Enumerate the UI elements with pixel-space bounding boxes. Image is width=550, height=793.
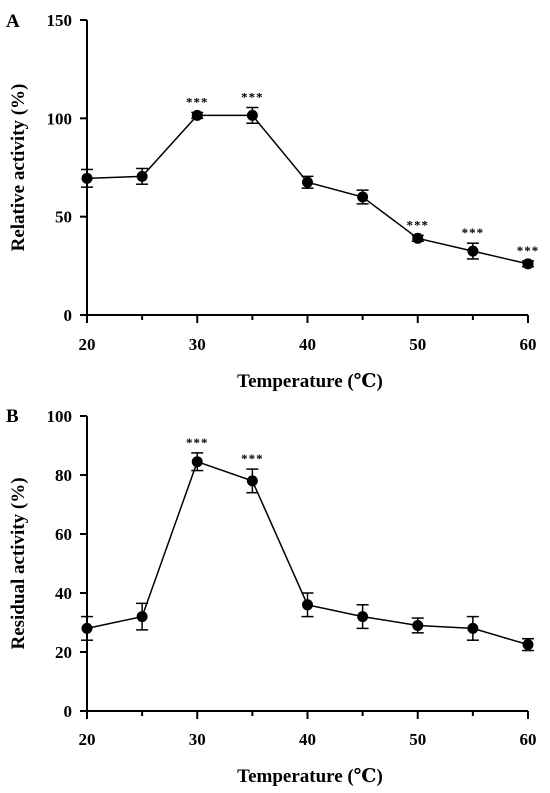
panel-label: A — [6, 11, 20, 32]
y-tick-label: 50 — [55, 208, 72, 227]
y-axis-title: Relative activity (%) — [8, 84, 29, 252]
significance-marker: *** — [241, 90, 264, 105]
y-tick-label: 150 — [47, 11, 73, 30]
y-tick-label: 100 — [47, 109, 73, 128]
data-point — [191, 109, 203, 121]
x-tick-label: 20 — [79, 335, 96, 354]
panel-label: B — [6, 406, 19, 427]
significance-marker: *** — [186, 435, 209, 450]
x-tick-label: 40 — [299, 335, 316, 354]
x-tick-label: 60 — [520, 335, 537, 354]
series-line — [86, 114, 529, 265]
x-tick-label: 50 — [409, 335, 426, 354]
significance-marker: *** — [462, 225, 485, 240]
y-axis-title: Residual activity (%) — [8, 477, 29, 649]
significance-marker: *** — [241, 451, 264, 466]
x-axis-title: Temperature (℃) — [237, 371, 383, 392]
data-point — [136, 170, 148, 182]
y-tick-label: 20 — [55, 643, 72, 662]
data-point — [302, 176, 313, 188]
data-point — [81, 172, 93, 184]
y-tick-label: 100 — [47, 407, 73, 426]
x-tick-label: 20 — [79, 730, 96, 749]
data-point — [467, 622, 479, 634]
data-point — [191, 456, 203, 468]
y-tick-label: 60 — [55, 525, 72, 544]
data-point — [467, 245, 479, 257]
x-tick-label: 40 — [299, 730, 316, 749]
x-tick-label: 30 — [189, 730, 206, 749]
y-tick-label: 40 — [55, 584, 72, 603]
y-tick-label: 0 — [64, 702, 73, 721]
data-point — [522, 639, 534, 651]
panel-a-chart: 0 50 100 150 20 30 40 50 60 Temperature (℃) Relati… — [6, 11, 540, 392]
y-tick-label: 80 — [55, 466, 72, 485]
data-point — [357, 191, 369, 203]
significance-marker: *** — [517, 243, 540, 258]
panel-b-chart: 0 20 40 60 80 100 20 30 40 50 60 Temperature (℃) Res… — [6, 406, 537, 787]
x-axis-title: Temperature (℃) — [237, 766, 383, 787]
data-point — [81, 622, 93, 634]
x-tick-label: 50 — [409, 730, 426, 749]
significance-marker: *** — [186, 94, 209, 109]
data-point — [522, 258, 534, 270]
data-point — [412, 619, 424, 631]
significance-marker: *** — [407, 217, 430, 232]
data-point — [136, 611, 148, 623]
data-point — [246, 109, 258, 121]
y-tick-label: 0 — [64, 306, 73, 325]
x-tick-label: 30 — [189, 335, 206, 354]
data-point — [357, 611, 369, 623]
data-point — [246, 475, 258, 487]
data-point — [302, 599, 313, 611]
x-tick-label: 60 — [520, 730, 537, 749]
data-point — [412, 232, 424, 244]
